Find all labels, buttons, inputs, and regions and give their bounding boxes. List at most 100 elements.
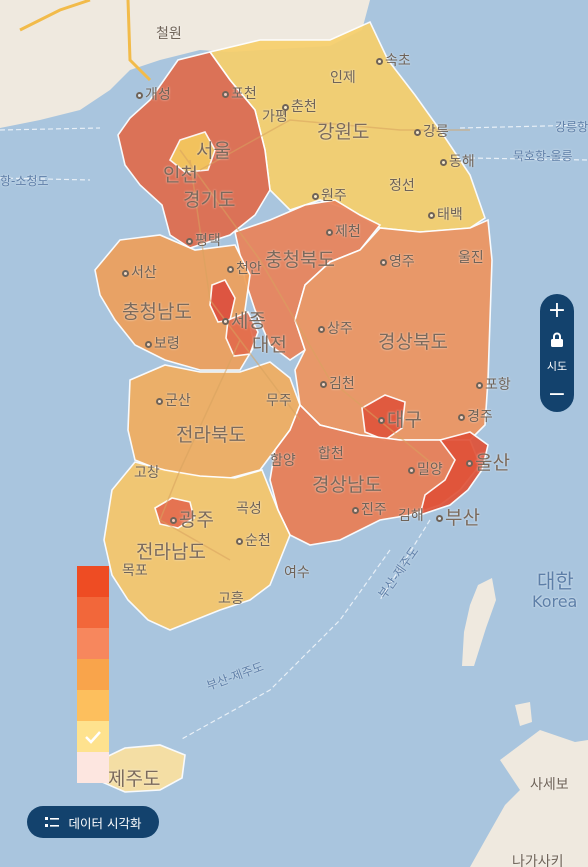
region-chungnam[interactable]	[94, 234, 256, 371]
label-donghae: 동해	[440, 151, 475, 171]
city-dot-icon	[156, 397, 163, 405]
label-gimhae: 김해	[398, 508, 424, 524]
label-korea: Korea	[532, 592, 578, 611]
city-dot-icon	[376, 57, 383, 65]
label-seosan: 서산	[122, 262, 157, 282]
label-gangneung: 강릉	[414, 121, 449, 141]
label-gangwon: 강원도	[317, 121, 370, 143]
checkmark-icon	[85, 730, 101, 744]
label-jecheon: 제천	[326, 221, 361, 241]
city-dot-icon	[378, 417, 385, 424]
legend-swatch[interactable]	[77, 721, 109, 752]
label-gochang: 고창	[134, 465, 160, 481]
zoom-out-button[interactable]: −	[547, 382, 567, 407]
label-wonju: 원주	[312, 185, 347, 205]
label-gyeongju: 경주	[458, 406, 493, 426]
city-dot-icon	[186, 237, 193, 245]
label-gaeseong: 개성	[136, 84, 171, 104]
city-dot-icon	[136, 91, 143, 99]
region-seoul[interactable]	[168, 131, 216, 173]
city-dot-icon	[312, 192, 319, 200]
legend-swatch[interactable]	[77, 566, 109, 597]
zoom-in-button[interactable]: +	[547, 298, 567, 323]
region-busan-ulsan[interactable]	[418, 431, 489, 517]
label-cheonan: 천안	[227, 258, 262, 278]
label-inje: 인제	[330, 70, 356, 86]
label-gyeongbuk: 경상북도	[378, 331, 448, 353]
city-dot-icon	[145, 340, 152, 348]
label-jeonnam: 전라남도	[136, 541, 206, 563]
label-taebaek: 태백	[428, 204, 463, 224]
island-land	[462, 578, 496, 666]
city-dot-icon	[436, 515, 443, 522]
label-daegu: 대구	[378, 405, 422, 432]
japan-land	[470, 730, 588, 867]
label-seoul: 서울	[196, 140, 231, 162]
color-legend	[77, 566, 109, 783]
legend-swatch[interactable]	[77, 597, 109, 628]
city-dot-icon	[466, 460, 473, 467]
city-dot-icon	[318, 325, 325, 333]
label-gwangju: 광주	[170, 505, 214, 532]
label-gokseong: 곡성	[236, 501, 262, 517]
label-incheon: 인천	[163, 164, 198, 186]
label-ulsan: 울산	[466, 448, 510, 475]
legend-swatch[interactable]	[77, 659, 109, 690]
city-dot-icon	[414, 128, 421, 136]
label-daehan: 대한	[537, 569, 574, 593]
region-gwangju[interactable]	[154, 497, 195, 529]
legend-swatch[interactable]	[77, 752, 109, 783]
label-suncheon: 순천	[236, 530, 271, 550]
label-cheorwon: 철원	[156, 26, 182, 42]
legend-swatch[interactable]	[77, 628, 109, 659]
data-visualization-label: 데이터 시각화	[68, 815, 142, 831]
label-jeongseon: 정선	[389, 178, 415, 194]
north-land	[0, 0, 370, 128]
city-dot-icon	[222, 318, 229, 325]
city-dot-icon	[236, 537, 243, 545]
label-nagasaki: 나가사키	[512, 854, 564, 867]
city-dot-icon	[326, 228, 333, 236]
zoom-control: + 시도 −	[540, 294, 574, 412]
zoom-level-label: 시도	[546, 360, 568, 373]
label-gunsan: 군산	[156, 390, 191, 410]
label-jeonbuk: 전라북도	[176, 424, 246, 446]
city-dot-icon	[122, 269, 129, 277]
label-pyeongtaek: 평택	[186, 230, 221, 250]
region-jeonnam[interactable]	[103, 461, 291, 631]
label-pohang: 포항	[476, 374, 511, 394]
label-gapyeong: 가평	[262, 109, 288, 125]
label-sangju: 상주	[318, 318, 353, 338]
city-dot-icon	[222, 90, 229, 98]
lock-icon[interactable]	[543, 332, 571, 348]
city-dot-icon	[458, 413, 465, 421]
region-jeju[interactable]	[99, 744, 186, 793]
label-chungnam: 충청남도	[122, 301, 192, 323]
label-pocheon: 포천	[222, 83, 257, 103]
label-jinju: 진주	[352, 499, 387, 519]
list-toggle-icon	[44, 816, 61, 828]
label-daejeon: 대전	[252, 334, 287, 356]
legend-swatch[interactable]	[77, 690, 109, 721]
city-dot-icon	[428, 211, 435, 219]
label-chuncheon: 춘천	[282, 96, 317, 116]
label-miryang: 밀양	[408, 459, 443, 479]
label-hamyang: 함양	[270, 453, 296, 469]
city-dot-icon	[320, 380, 327, 388]
region-gyeongbuk[interactable]	[294, 218, 493, 441]
label-yeosu: 여수	[284, 565, 310, 581]
label-route-gangneung: 강릉항	[555, 120, 588, 134]
label-route-sojeongdo: 항-소청도	[0, 174, 49, 188]
label-sokcho: 속초	[376, 50, 411, 70]
data-visualization-button[interactable]: 데이터 시각화	[27, 806, 159, 838]
label-gyeongnam: 경상남도	[312, 474, 382, 496]
label-boryeong: 보령	[145, 333, 180, 353]
label-uljin: 울진	[458, 250, 484, 266]
label-sejong: 세종	[222, 306, 266, 333]
city-dot-icon	[227, 265, 234, 273]
label-goheung: 고흥	[218, 591, 244, 607]
label-gimcheon: 김천	[320, 373, 355, 393]
city-dot-icon	[476, 381, 483, 389]
label-gyeonggi: 경기도	[183, 189, 236, 211]
